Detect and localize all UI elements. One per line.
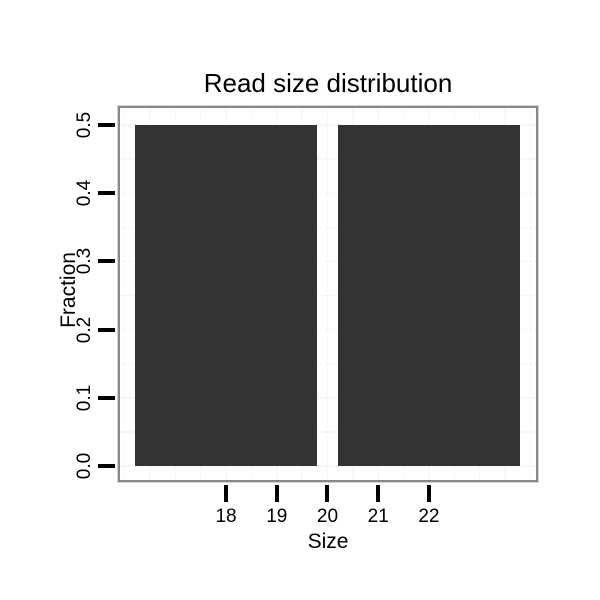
y-tick-mark [98,463,115,468]
x-tick-mark [274,485,279,502]
bar [134,125,318,466]
y-tick-label: 0.5 [74,111,95,139]
x-tick-label: 21 [367,506,389,527]
x-tick-mark [325,485,330,502]
x-tick-mark [224,485,229,502]
x-tick-mark [426,485,431,502]
x-tick-label: 19 [266,506,288,527]
y-tick-label: 0.4 [74,180,95,207]
x-gridline [529,108,532,480]
chart-title: Read size distribution [203,68,453,98]
x-tick-label: 18 [215,506,237,527]
y-tick-label: 0.0 [74,452,95,480]
y-tick-mark [98,395,115,400]
y-tick-mark [98,123,115,128]
y-tick-label: 0.3 [74,248,95,275]
x-axis-label: Size [307,530,349,553]
x-gridline [123,108,126,480]
y-tick-label: 0.1 [74,384,95,412]
x-tick-label: 22 [418,506,440,527]
bar [337,125,521,466]
x-gridline [326,108,329,480]
x-tick-label: 20 [316,506,339,527]
y-tick-mark [98,259,115,264]
y-tick-mark [98,327,115,332]
y-tick-mark [98,191,115,196]
x-tick-mark [376,485,381,502]
y-tick-label: 0.2 [74,316,95,343]
